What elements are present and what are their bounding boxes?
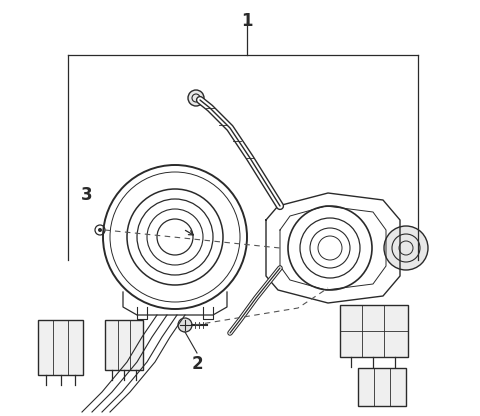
- Text: 2: 2: [191, 355, 203, 373]
- Text: 1: 1: [241, 12, 253, 30]
- FancyBboxPatch shape: [340, 305, 408, 357]
- Circle shape: [178, 318, 192, 332]
- FancyBboxPatch shape: [358, 368, 406, 406]
- FancyBboxPatch shape: [105, 320, 143, 370]
- Circle shape: [98, 228, 102, 232]
- Circle shape: [384, 226, 428, 270]
- Text: 3: 3: [81, 186, 93, 204]
- Circle shape: [188, 90, 204, 106]
- FancyBboxPatch shape: [38, 320, 83, 375]
